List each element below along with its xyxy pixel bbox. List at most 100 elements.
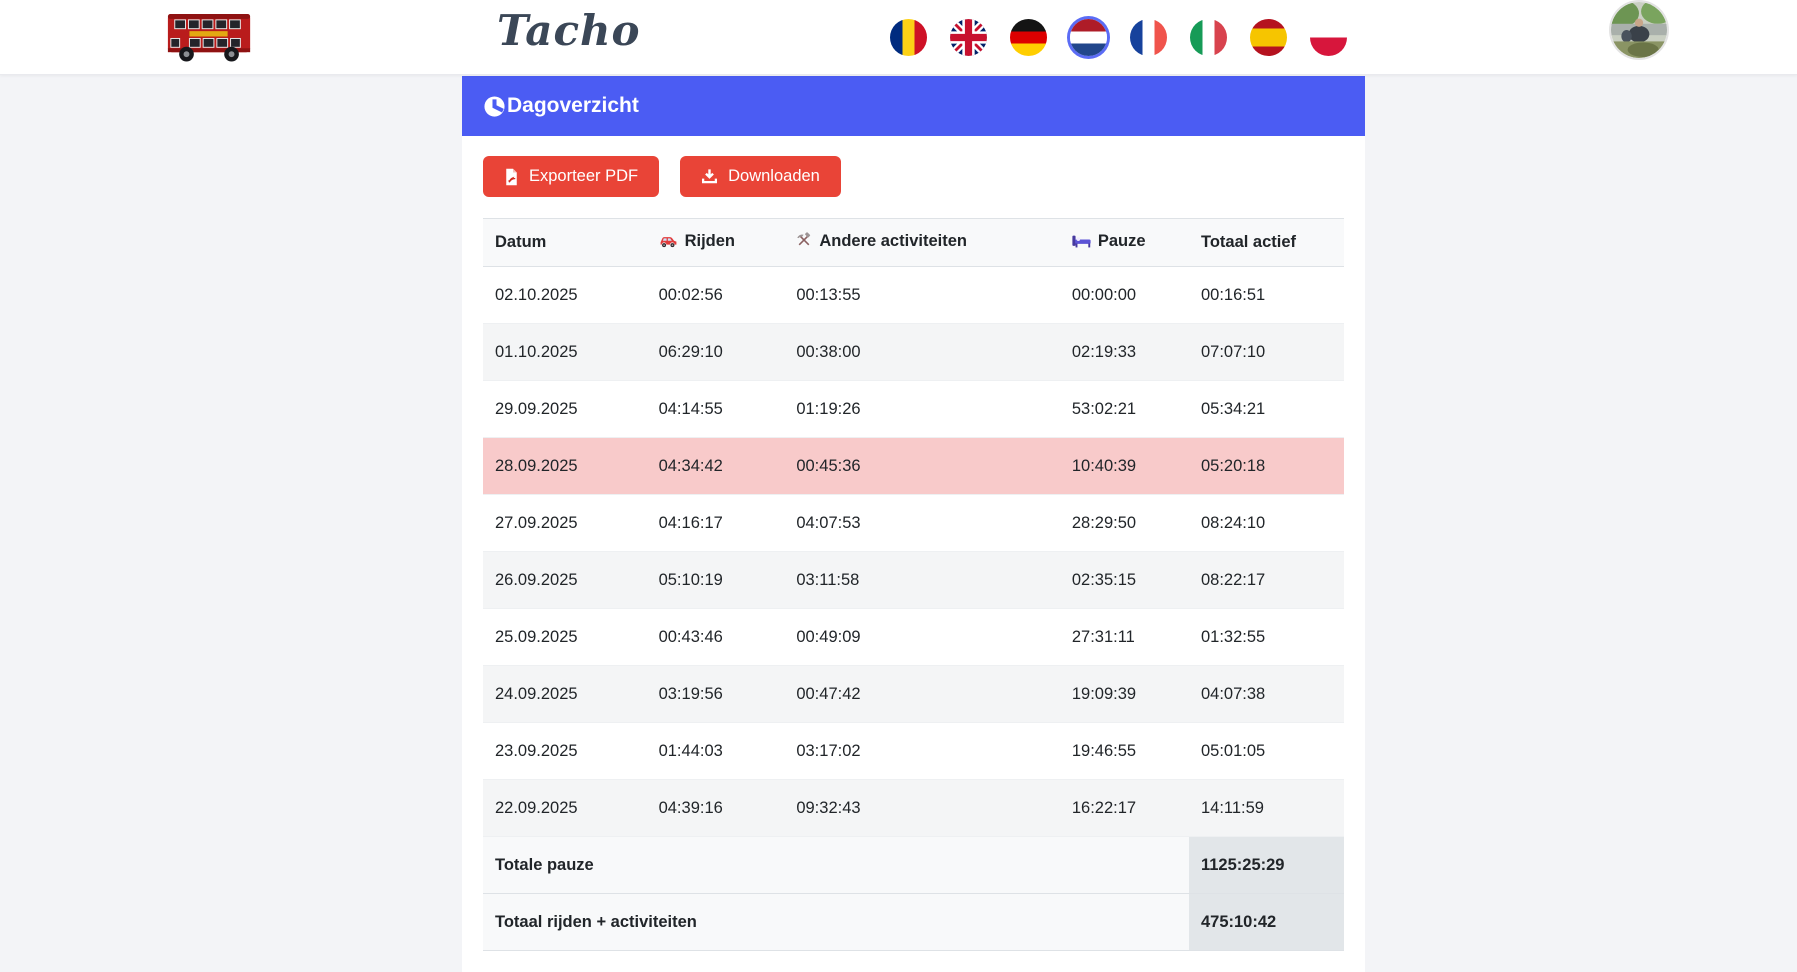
table-row: 27.09.2025 04:16:17 04:07:53 28:29:50 08:24:… [483,494,1344,552]
cell-totaal: 14:11:59 [1188,779,1344,837]
cell-pauze: 19:09:39 [1059,665,1189,723]
export-pdf-label: Exporteer PDF [529,167,639,185]
cell-pauze: 10:40:39 [1059,437,1189,495]
cell-datum: 22.09.2025 [483,779,647,837]
column-header-pauze: Pauze [1059,218,1189,267]
car-icon [659,234,678,253]
cell-datum: 01.10.2025 [483,323,647,381]
hammer-pick-icon [796,232,812,253]
cell-datum: 26.09.2025 [483,551,647,609]
cell-totaal: 05:01:05 [1188,722,1344,780]
language-flag-de[interactable] [1010,19,1047,56]
cell-rijden: 05:10:19 [646,551,785,609]
pdf-file-icon [506,168,517,185]
language-switcher [890,19,1347,56]
total-row: Totaal rijden + activiteiten 475:10:42 [483,893,1344,951]
table-head: Datum Rijden Andere activiteiten Pauze Totaa… [483,218,1344,267]
cell-totaal: 04:07:38 [1188,665,1344,723]
language-flag-fr[interactable] [1130,19,1167,56]
bus-logo[interactable] [163,11,257,64]
export-pdf-button[interactable]: Exporteer PDF [483,156,660,197]
table-row: 25.09.2025 00:43:46 00:49:09 27:31:11 01:32:… [483,608,1344,666]
column-header-andere: Andere activiteiten [784,218,1060,267]
table-body: 02.10.2025 00:02:56 00:13:55 00:00:00 00:16:… [483,266,1344,837]
cell-rijden: 04:34:42 [646,437,785,495]
table-row: 22.09.2025 04:39:16 09:32:43 16:22:17 14:11:… [483,779,1344,837]
avatar-photo [1611,2,1667,58]
cell-andere: 00:49:09 [784,608,1060,666]
cell-andere: 04:07:53 [784,494,1060,552]
cell-totaal: 08:22:17 [1188,551,1344,609]
language-flag-gb[interactable] [950,19,987,56]
cell-rijden: 04:16:17 [646,494,785,552]
cell-andere: 09:32:43 [784,779,1060,837]
column-label: Andere activiteiten [819,232,967,250]
column-label: Totaal actief [1200,233,1297,251]
cell-andere: 00:47:42 [784,665,1060,723]
cell-pauze: 28:29:50 [1059,494,1189,552]
cell-andere: 03:17:02 [784,722,1060,780]
column-header-rijden: Rijden [646,218,785,267]
column-label: Rijden [684,232,735,250]
table-footer: Totale pauze 1125:25:29 Totaal rijden + ac… [483,836,1344,951]
download-button[interactable]: Downloaden [680,156,841,197]
total-label: Totaal rijden + activiteiten [483,893,1189,951]
cell-pauze: 16:22:17 [1059,779,1189,837]
table-row: 23.09.2025 01:44:03 03:17:02 19:46:55 05:01:… [483,722,1344,780]
total-value: 1125:25:29 [1188,836,1344,894]
table-row: 24.09.2025 03:19:56 00:47:42 19:09:39 04:07:… [483,665,1344,723]
cell-rijden: 04:39:16 [646,779,785,837]
cell-pauze: 02:35:15 [1059,551,1189,609]
cell-datum: 24.09.2025 [483,665,647,723]
table-row: 01.10.2025 06:29:10 00:38:00 02:19:33 07:07:… [483,323,1344,381]
top-bar: Tacho [0,0,1797,75]
table-row-highlighted: 28.09.2025 04:34:42 00:45:36 10:40:39 05:20:… [483,437,1344,495]
cell-totaal: 08:24:10 [1188,494,1344,552]
cell-andere: 00:13:55 [784,266,1060,324]
column-header-totaal: Totaal actief [1188,218,1344,267]
app-title: Tacho [497,6,641,55]
card-body: Exporteer PDF Downloaden Datum Rijden Ande… [462,136,1365,951]
language-flag-ro[interactable] [890,19,927,56]
cell-pauze: 19:46:55 [1059,722,1189,780]
table-row: 29.09.2025 04:14:55 01:19:26 53:02:21 05:34:… [483,380,1344,438]
cell-rijden: 03:19:56 [646,665,785,723]
cell-andere: 00:45:36 [784,437,1060,495]
day-overview-card: Dagoverzicht Exporteer PDF Downloaden [462,76,1365,972]
panel-header: Dagoverzicht [462,76,1365,136]
column-label: Pauze [1097,232,1146,250]
cell-datum: 02.10.2025 [483,266,647,324]
cell-totaal: 00:16:51 [1188,266,1344,324]
table-row: 02.10.2025 00:02:56 00:13:55 00:00:00 00:16:… [483,266,1344,324]
cell-pauze: 02:19:33 [1059,323,1189,381]
cell-andere: 01:19:26 [784,380,1060,438]
download-icon [702,169,718,184]
clock-icon [484,95,505,117]
cell-datum: 29.09.2025 [483,380,647,438]
cell-rijden: 01:44:03 [646,722,785,780]
cell-rijden: 00:43:46 [646,608,785,666]
bed-icon [1072,234,1091,253]
cell-pauze: 27:31:11 [1059,608,1189,666]
cell-datum: 23.09.2025 [483,722,647,780]
double-decker-bus-icon [167,14,251,62]
cell-totaal: 05:20:18 [1188,437,1344,495]
language-flag-nl-selected[interactable] [1070,19,1107,56]
cell-andere: 03:11:58 [784,551,1060,609]
language-flag-it[interactable] [1190,19,1227,56]
total-label: Totale pauze [483,836,1189,894]
download-label: Downloaden [728,167,820,185]
column-header-datum: Datum [483,218,647,267]
language-flag-pl[interactable] [1310,19,1347,56]
panel-title: Dagoverzicht [507,94,639,117]
cell-rijden: 00:02:56 [646,266,785,324]
cell-rijden: 06:29:10 [646,323,785,381]
cell-datum: 27.09.2025 [483,494,647,552]
user-avatar[interactable] [1611,2,1667,58]
table-row: 26.09.2025 05:10:19 03:11:58 02:35:15 08:22:… [483,551,1344,609]
language-flag-es[interactable] [1250,19,1287,56]
column-label: Datum [495,233,547,251]
cell-datum: 25.09.2025 [483,608,647,666]
total-value: 475:10:42 [1188,893,1344,951]
